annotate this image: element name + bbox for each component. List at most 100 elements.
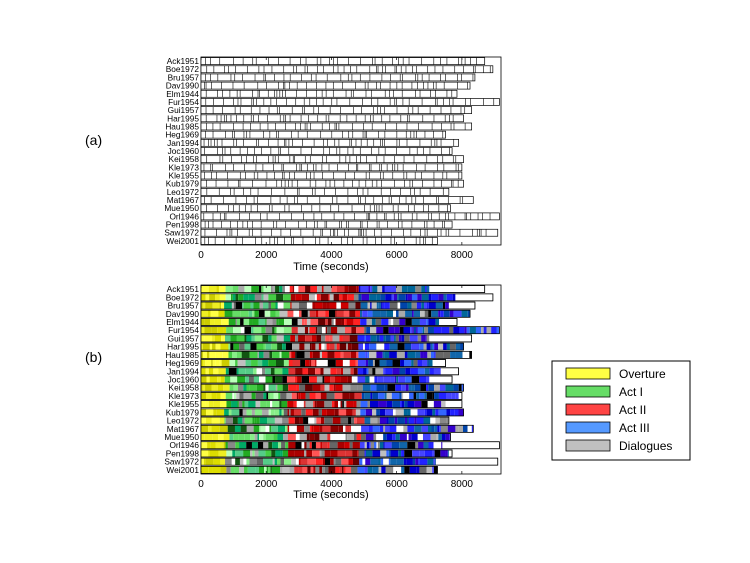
segment	[243, 449, 251, 457]
segment	[306, 318, 311, 326]
segment	[226, 400, 232, 408]
segment	[212, 302, 220, 310]
segment	[408, 433, 412, 441]
segment	[428, 384, 435, 392]
segment	[386, 433, 393, 441]
segment	[232, 449, 236, 457]
segment	[295, 458, 299, 466]
segment	[443, 351, 451, 359]
bar-outline	[200, 400, 463, 409]
bar	[200, 171, 463, 180]
segment	[291, 326, 298, 334]
segment	[434, 458, 436, 466]
segment	[301, 375, 310, 384]
segment	[371, 318, 376, 326]
segment	[372, 466, 379, 474]
segment	[446, 392, 452, 400]
segment	[393, 293, 398, 301]
segment	[285, 441, 289, 449]
segment	[242, 408, 247, 416]
segment	[432, 466, 434, 474]
segment	[218, 433, 224, 441]
segment	[324, 449, 331, 457]
segment	[380, 449, 387, 457]
segment	[203, 359, 206, 367]
legend: Overture Act I Act II Act III Dialogues	[551, 360, 691, 461]
segment	[315, 466, 320, 474]
segment	[451, 392, 456, 400]
segment	[322, 375, 325, 384]
bar-outline	[200, 441, 500, 450]
segment	[394, 326, 400, 334]
bar-outline	[200, 383, 464, 392]
category-label: Jan1994	[167, 138, 199, 148]
segment	[235, 449, 244, 457]
segment	[403, 408, 408, 416]
segment	[416, 302, 422, 310]
segment	[443, 310, 450, 318]
segment	[213, 367, 219, 375]
segment	[252, 449, 255, 457]
segment	[229, 384, 234, 392]
segment	[455, 351, 463, 359]
segment	[368, 425, 373, 433]
segment	[422, 326, 425, 334]
segment	[381, 466, 386, 474]
segment	[385, 367, 393, 375]
segment	[201, 343, 203, 351]
segment	[232, 392, 234, 400]
segment	[255, 466, 259, 474]
bar-outline	[200, 334, 473, 343]
segment	[353, 293, 359, 301]
segment	[257, 441, 264, 449]
bar-row	[200, 293, 494, 302]
segment	[335, 318, 342, 326]
segment	[273, 392, 279, 400]
segment	[225, 417, 233, 425]
segment	[208, 310, 211, 318]
segment	[365, 359, 369, 367]
segment	[295, 334, 299, 342]
segment	[384, 384, 388, 392]
bar-row	[200, 220, 453, 229]
segment	[372, 359, 375, 367]
segment	[350, 384, 358, 392]
segment	[298, 466, 303, 474]
category-label: Saw1972	[164, 228, 199, 238]
segment	[330, 458, 334, 466]
segment	[307, 310, 310, 318]
segment	[386, 392, 392, 400]
segment	[251, 392, 256, 400]
segment	[241, 351, 250, 359]
segment	[447, 449, 449, 457]
segment	[417, 334, 422, 342]
segment	[299, 384, 306, 392]
segment	[268, 302, 271, 310]
segment	[260, 400, 267, 408]
segment	[327, 433, 331, 441]
segment	[221, 318, 229, 326]
segment	[347, 293, 354, 301]
segment	[242, 302, 244, 310]
segment	[445, 302, 449, 310]
segment	[225, 458, 232, 466]
segment	[342, 334, 350, 342]
segment	[334, 392, 343, 400]
segment	[274, 326, 277, 334]
segment	[423, 343, 427, 351]
segment	[421, 334, 426, 342]
segment	[359, 441, 365, 449]
segment	[458, 408, 464, 416]
segment	[249, 318, 253, 326]
legend-swatch	[565, 421, 611, 434]
segment	[297, 326, 305, 334]
segment	[349, 425, 352, 433]
segment	[230, 334, 237, 342]
segment	[215, 351, 223, 359]
segment	[271, 449, 276, 457]
segment	[337, 449, 346, 457]
segment	[388, 417, 395, 425]
segment	[244, 334, 247, 342]
segment	[391, 293, 394, 301]
segment	[280, 392, 287, 400]
